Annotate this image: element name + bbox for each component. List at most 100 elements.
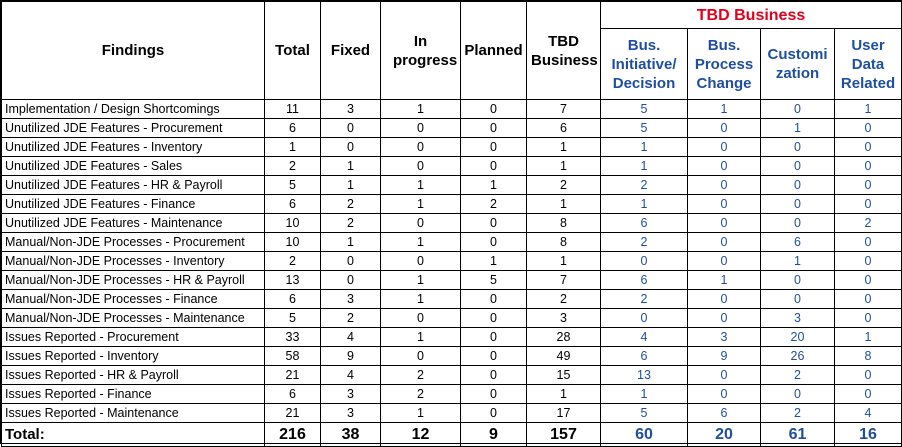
header-findings: Findings: [1, 1, 265, 100]
total-cell: 10: [264, 213, 321, 233]
planned-cell: 0: [460, 213, 527, 233]
planned-cell: 0: [460, 289, 527, 309]
tbd-business-cell: 1: [526, 137, 601, 157]
tbd-business-cell: 15: [526, 365, 601, 385]
header-in-progress: In progress: [380, 1, 461, 100]
bus-process-cell: 0: [687, 365, 761, 385]
customization-cell: 0: [760, 137, 835, 157]
in-progress-cell: 1: [380, 270, 461, 290]
bus-process-cell: 0: [687, 308, 761, 328]
fixed-cell: 1: [320, 232, 381, 252]
user-data-cell: 0: [833, 384, 902, 404]
finding-cell: Issues Reported - Maintenance: [1, 403, 265, 423]
bus-process-cell: 0: [687, 289, 761, 309]
table-row: Issues Reported - HR & Payroll 21 4 2 0 15 13 0…: [1, 365, 902, 385]
planned-cell: 1: [460, 251, 527, 271]
bus-initiative-cell: 6: [600, 346, 688, 366]
customization-cell: 0: [760, 213, 835, 233]
total-cell: 6: [264, 289, 321, 309]
bus-process-cell: 1: [687, 99, 761, 119]
planned-cell: 0: [460, 308, 527, 328]
planned-cell: 0: [460, 232, 527, 252]
in-progress-cell: 0: [380, 137, 461, 157]
table-row: Manual/Non-JDE Processes - Inventory 2 0 0 1…: [1, 251, 902, 271]
total-cell: 1: [264, 137, 321, 157]
in-progress-cell: 1: [380, 99, 461, 119]
customization-cell: 2: [760, 403, 835, 423]
tbd-business-cell: 1: [526, 251, 601, 271]
customization-cell: 0: [760, 289, 835, 309]
customization-cell: 20: [760, 327, 835, 347]
fixed-cell: 1: [320, 156, 381, 176]
table-row: Manual/Non-JDE Processes - Maintenance 5 2…: [1, 308, 902, 328]
finding-cell: Unutilized JDE Features - Finance: [1, 194, 265, 214]
tbd-business-cell: 8: [526, 213, 601, 233]
customization-cell: 0: [760, 194, 835, 214]
user-data-cell: 0: [833, 251, 902, 271]
tbd-business-cell: 1: [526, 384, 601, 404]
in-progress-cell: 1: [380, 403, 461, 423]
finding-cell: Manual/Non-JDE Processes - Procurement: [1, 232, 265, 252]
total-cell: 21: [264, 403, 321, 423]
in-progress-cell: 0: [380, 251, 461, 271]
header-fixed: Fixed: [320, 1, 381, 100]
fixed-cell: 2: [320, 194, 381, 214]
user-data-cell: 0: [833, 289, 902, 309]
bus-process-cell: 0: [687, 118, 761, 138]
user-data-cell: 0: [833, 308, 902, 328]
bus-initiative-cell: 0: [600, 251, 688, 271]
header-planned: Planned: [460, 1, 527, 100]
planned-cell: 0: [460, 99, 527, 119]
table-row: Implementation / Design Shortcomings 11 3 1…: [1, 99, 902, 119]
bus-process-cell: 0: [687, 156, 761, 176]
bus-process-cell: 9: [687, 346, 761, 366]
customization-cell: 0: [760, 156, 835, 176]
in-progress-cell: 1: [380, 289, 461, 309]
user-data-cell: 0: [833, 175, 902, 195]
header-group-tbd-business: TBD Business: [599, 1, 902, 29]
totals-row: Total: 216 38 12 9 157 60 20 61 16: [1, 422, 902, 447]
in-progress-cell: 0: [380, 118, 461, 138]
bus-process-cell: 0: [687, 232, 761, 252]
bus-initiative-cell: 6: [600, 270, 688, 290]
tbd-business-cell: 7: [526, 99, 601, 119]
user-data-cell: 4: [833, 403, 902, 423]
bus-initiative-cell: 5: [600, 99, 688, 119]
total-cell: 10: [264, 232, 321, 252]
user-data-cell: 1: [833, 99, 902, 119]
bus-initiative-cell: 2: [600, 232, 688, 252]
fixed-cell: 4: [320, 327, 381, 347]
planned-cell: 0: [460, 118, 527, 138]
finding-cell: Issues Reported - HR & Payroll: [1, 365, 265, 385]
totals-in-progress-cell: 12: [380, 422, 461, 447]
customization-cell: 1: [760, 118, 835, 138]
finding-cell: Unutilized JDE Features - Sales: [1, 156, 265, 176]
bus-initiative-cell: 6: [600, 213, 688, 233]
finding-cell: Unutilized JDE Features - Maintenance: [1, 213, 265, 233]
total-cell: 6: [264, 118, 321, 138]
total-cell: 6: [264, 384, 321, 404]
user-data-cell: 0: [833, 270, 902, 290]
table-row: Unutilized JDE Features - Inventory 1 0 0 0 1…: [1, 137, 902, 157]
total-cell: 58: [264, 346, 321, 366]
user-data-cell: 1: [833, 327, 902, 347]
finding-cell: Issues Reported - Inventory: [1, 346, 265, 366]
in-progress-cell: 0: [380, 308, 461, 328]
finding-cell: Unutilized JDE Features - HR & Payroll: [1, 175, 265, 195]
planned-cell: 0: [460, 137, 527, 157]
total-cell: 5: [264, 308, 321, 328]
bus-initiative-cell: 1: [600, 194, 688, 214]
totals-user-data-cell: 16: [833, 422, 902, 447]
in-progress-cell: 2: [380, 384, 461, 404]
header-bus-process: Bus. Process Change: [687, 28, 761, 100]
bus-process-cell: 0: [687, 194, 761, 214]
user-data-cell: 8: [833, 346, 902, 366]
fixed-cell: 2: [320, 308, 381, 328]
fixed-cell: 0: [320, 251, 381, 271]
user-data-cell: 0: [833, 118, 902, 138]
tbd-business-cell: 2: [526, 175, 601, 195]
user-data-cell: 0: [833, 232, 902, 252]
customization-cell: 0: [760, 175, 835, 195]
bus-initiative-cell: 1: [600, 156, 688, 176]
